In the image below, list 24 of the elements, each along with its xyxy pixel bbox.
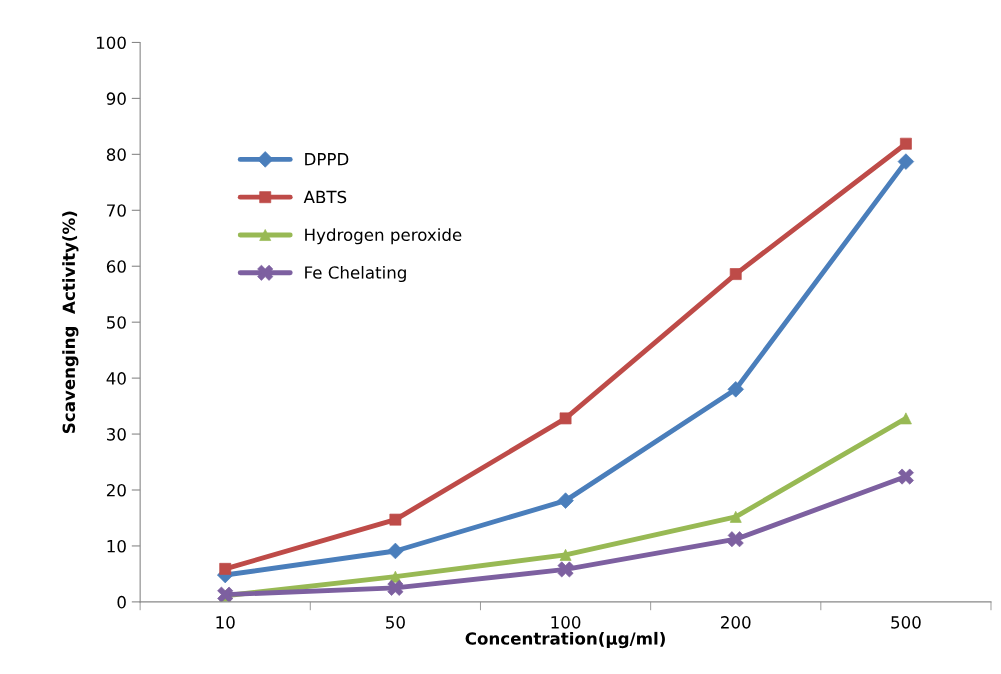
legend-label: Hydrogen peroxide: [305, 228, 462, 245]
y-tick-label: 90: [106, 92, 126, 105]
y-tick-label: 100: [96, 36, 126, 50]
x-tick-label: 50: [386, 616, 405, 629]
y-tick-label: 20: [106, 483, 126, 497]
x-tick-label: 200: [721, 616, 751, 629]
x-tick-label: 100: [551, 616, 581, 629]
x-axis-title: Concentration(μg/ml): [465, 631, 665, 649]
y-tick-label: 10: [107, 539, 126, 553]
y-tick-label: 80: [106, 148, 126, 161]
legend-label: DPPD: [305, 153, 349, 166]
y-tick-label: 0: [117, 595, 126, 609]
x-tick-label: 10: [216, 616, 235, 629]
y-tick-label: 70: [107, 204, 126, 217]
legend-label: ABTS: [303, 190, 347, 204]
y-tick-label: 50: [107, 316, 126, 329]
point: [387, 542, 404, 560]
point: [897, 153, 915, 170]
x-tick-label: 500: [891, 616, 921, 629]
y-axis-title: Scavenging Activity(%): [62, 211, 79, 433]
y-tick-label: 40: [106, 372, 126, 385]
y-tick-label: 30: [107, 428, 126, 441]
legend-label: Fe Chelating: [305, 265, 406, 283]
y-tick-label: 60: [106, 260, 126, 273]
